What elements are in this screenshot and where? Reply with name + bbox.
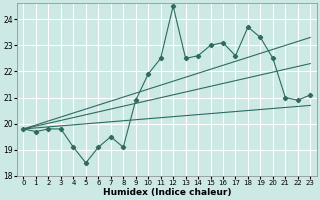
X-axis label: Humidex (Indice chaleur): Humidex (Indice chaleur) bbox=[103, 188, 231, 197]
